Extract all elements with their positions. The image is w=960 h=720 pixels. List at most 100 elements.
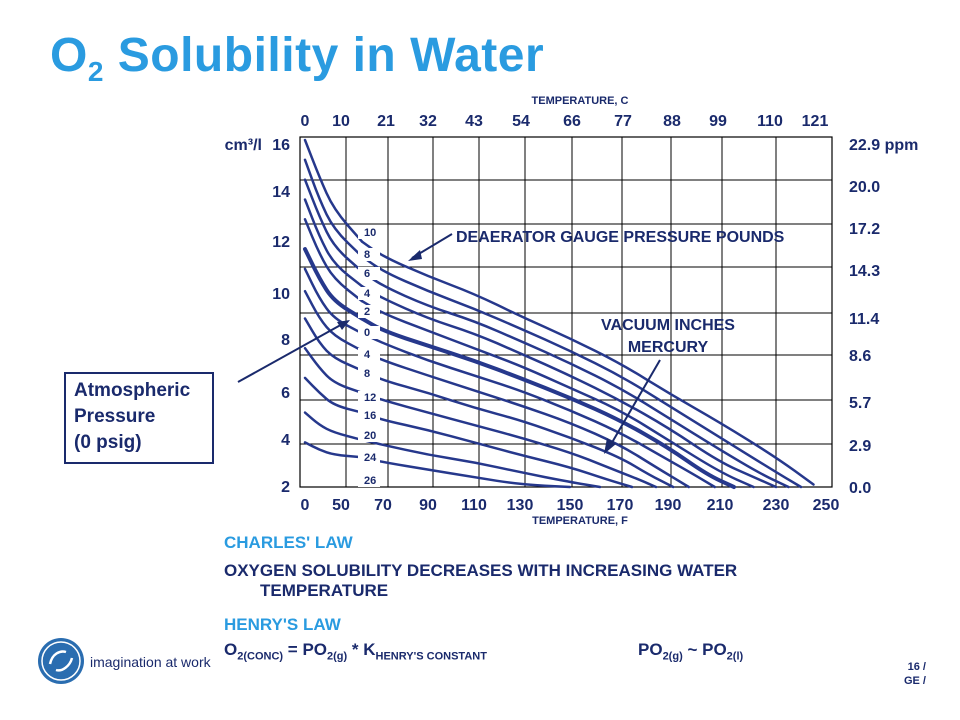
x-bottom-tick: 70 bbox=[374, 497, 392, 514]
x-top-tick: 77 bbox=[614, 113, 632, 130]
curve-label: 8 bbox=[364, 368, 370, 380]
curve-left-segment bbox=[303, 317, 364, 372]
curve-label: 10 bbox=[364, 227, 376, 239]
curve-label: 12 bbox=[364, 392, 376, 404]
curve-label: 4 bbox=[364, 288, 371, 300]
x-bottom-label: TEMPERATURE, F bbox=[532, 515, 628, 527]
curve-series bbox=[360, 299, 755, 489]
y-right-tick: 22.9 ppm bbox=[849, 137, 918, 154]
deaerator-label: DEAERATOR GAUGE PRESSURE POUNDS bbox=[456, 229, 785, 246]
x-top-tick: 88 bbox=[663, 113, 681, 130]
y-left-tick: 12 bbox=[272, 234, 290, 251]
curve-label: 16 bbox=[364, 410, 376, 422]
y-right-tick: 14.3 bbox=[849, 263, 880, 280]
deaerator-arrow-head bbox=[408, 250, 422, 261]
y-left-tick: 2 bbox=[281, 479, 290, 496]
x-bottom-tick: 210 bbox=[707, 497, 734, 514]
x-top-label: TEMPERATURE, C bbox=[532, 95, 629, 107]
curve-left-segment bbox=[303, 441, 364, 459]
curve-label-bg bbox=[358, 226, 380, 239]
x-top-tick: 21 bbox=[377, 113, 395, 130]
charles-law-line1: OXYGEN SOLUBILITY DECREASES WITH INCREAS… bbox=[224, 561, 738, 580]
vacuum-label-1: VACUUM INCHES bbox=[601, 317, 735, 334]
page-title: O2 Solubility in Water bbox=[50, 29, 545, 87]
curve-series bbox=[360, 391, 658, 489]
y-right-tick: 17.2 bbox=[849, 221, 880, 238]
x-bottom-tick: 130 bbox=[507, 497, 534, 514]
x-bottom-tick: 230 bbox=[763, 497, 790, 514]
curve-series bbox=[360, 332, 717, 489]
curve-left-segment bbox=[303, 289, 364, 352]
vacuum-label-2: MERCURY bbox=[628, 339, 709, 356]
curve-label: 0 bbox=[364, 327, 370, 339]
slide-number: 16 / GE / bbox=[903, 661, 926, 687]
curve-label-bg bbox=[358, 451, 380, 464]
curve-left-segment bbox=[303, 138, 364, 243]
curve-label-bg bbox=[358, 367, 380, 380]
vacuum-arrow-head bbox=[604, 438, 616, 454]
curve-left-segment bbox=[303, 247, 364, 321]
x-bottom-tick: 0 bbox=[301, 497, 310, 514]
x-bottom-tick: 170 bbox=[607, 497, 634, 514]
y-right-tick: 2.9 bbox=[849, 438, 871, 455]
y-left-tick: 14 bbox=[272, 184, 290, 201]
curve-series bbox=[360, 438, 602, 489]
y-right-tick: 11.4 bbox=[849, 311, 879, 328]
chart-curves bbox=[303, 138, 815, 489]
x-top-tick: 110 bbox=[757, 113, 783, 130]
henry-formula: O2(CONC) = PO2(g) * KHENRY'S CONSTANT bbox=[224, 640, 487, 663]
curve-series bbox=[360, 240, 815, 486]
x-bottom-tick: 50 bbox=[332, 497, 350, 514]
chart-annotations: DEAERATOR GAUGE PRESSURE POUNDS VACUUM IN… bbox=[237, 229, 785, 454]
curve-label-bg bbox=[358, 248, 380, 261]
atmospheric-arrow-line bbox=[237, 321, 347, 383]
curve-left-segment bbox=[303, 267, 364, 335]
curve-label-bg bbox=[358, 348, 380, 361]
x-bottom-tick: 150 bbox=[557, 497, 584, 514]
partial-pressure-relation: PO2(g) ~ PO2(l) bbox=[638, 640, 744, 663]
x-top-tick: 10 bbox=[332, 113, 350, 130]
x-top-tick: 121 bbox=[802, 113, 829, 130]
curve-label: 4 bbox=[364, 349, 371, 361]
curve-left-segment bbox=[303, 218, 364, 303]
curve-label-bg bbox=[358, 267, 380, 280]
curve-label: 24 bbox=[364, 452, 377, 464]
curve-label-bg bbox=[358, 287, 380, 300]
x-bottom-tick: 110 bbox=[461, 497, 487, 514]
curve-label-bg bbox=[358, 326, 380, 339]
atmospheric-callout: Atmospheric Pressure (0 psig) bbox=[64, 372, 214, 464]
x-top-tick: 66 bbox=[563, 113, 581, 130]
y-right-tick: 20.0 bbox=[849, 179, 880, 196]
x-bottom-tick: 250 bbox=[813, 497, 840, 514]
charles-law-heading: CHARLES' LAW bbox=[224, 533, 353, 552]
ge-logo-icon bbox=[38, 638, 84, 684]
curve-series bbox=[360, 369, 675, 489]
curve-left-segment bbox=[303, 411, 364, 442]
curve-label: 26 bbox=[364, 475, 376, 487]
curve-left-segment bbox=[303, 376, 364, 414]
henry-law-heading: HENRY'S LAW bbox=[224, 615, 341, 634]
curve-series bbox=[360, 316, 736, 489]
x-bottom-tick: 190 bbox=[655, 497, 682, 514]
curve-label-bg bbox=[358, 429, 380, 442]
y-left-tick: 8 bbox=[281, 332, 290, 349]
curve-series bbox=[360, 270, 790, 489]
curve-series bbox=[360, 284, 778, 489]
curve-left-segment bbox=[303, 346, 364, 395]
ge-tagline: imagination at work bbox=[90, 654, 211, 670]
atmospheric-arrow-head bbox=[337, 320, 350, 330]
curve-series bbox=[360, 255, 803, 489]
curve-label: 6 bbox=[364, 268, 370, 280]
x-top-tick: 0 bbox=[301, 113, 310, 130]
charles-law-line2: TEMPERATURE bbox=[260, 581, 389, 600]
curve-series bbox=[360, 349, 691, 489]
x-top-tick: 32 bbox=[419, 113, 437, 130]
chart-ticks: 0 50 70 90 110 130 150 170 190 210 230 250TEMPERATU… bbox=[225, 95, 919, 527]
curve-label: 2 bbox=[364, 306, 370, 318]
vacuum-arrow-line bbox=[609, 359, 661, 447]
x-top-tick: 99 bbox=[709, 113, 727, 130]
y-left-tick: 4 bbox=[281, 432, 290, 449]
curve-label-bg bbox=[358, 474, 380, 487]
